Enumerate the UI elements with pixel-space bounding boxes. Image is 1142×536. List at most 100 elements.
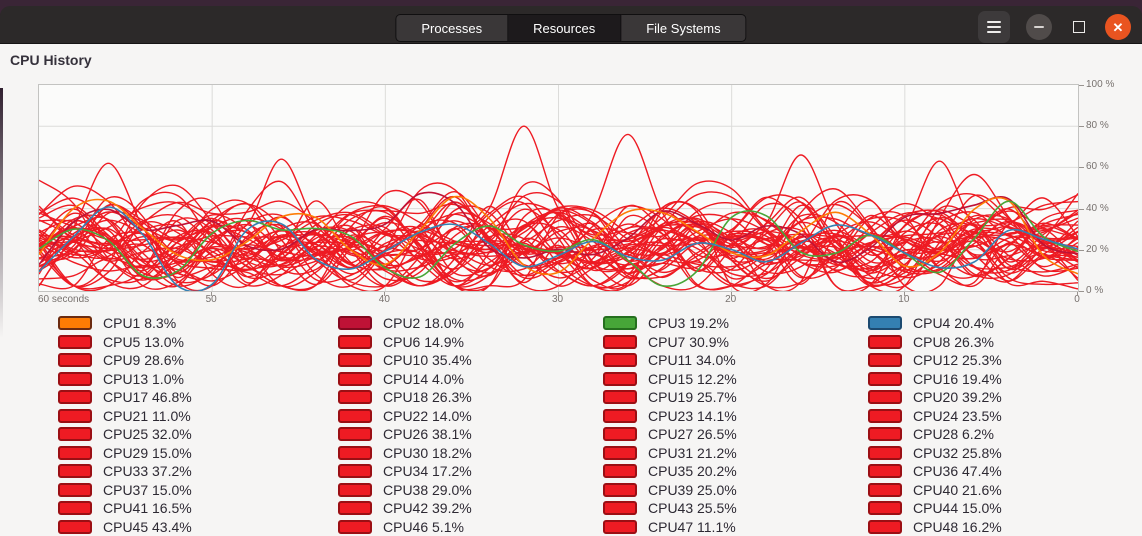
legend-item: CPU19 25.7% [603, 389, 868, 405]
cpu-usage-label: CPU4 20.4% [913, 315, 994, 332]
y-axis-tick [1079, 167, 1084, 169]
close-button[interactable]: ✕ [1105, 14, 1131, 40]
legend-item: CPU29 15.0% [58, 445, 338, 461]
legend-item: CPU47 11.1% [603, 519, 868, 535]
cpu-color-swatch [868, 427, 902, 442]
legend-item: CPU18 26.3% [338, 389, 603, 405]
minimize-icon [1034, 26, 1044, 28]
legend-item: CPU7 30.9% [603, 334, 868, 350]
cpu-usage-label: CPU44 15.0% [913, 500, 1002, 517]
cpu-line-cpu31 [39, 203, 1078, 287]
cpu-usage-label: CPU42 39.2% [383, 500, 472, 517]
x-axis-tick [384, 292, 386, 296]
cpu-color-swatch [603, 445, 637, 460]
x-axis-tick-label: 50 [205, 294, 217, 305]
legend-item: CPU2 18.0% [338, 315, 603, 331]
legend-item: CPU25 32.0% [58, 426, 338, 442]
legend-item: CPU3 19.2% [603, 315, 868, 331]
cpu-line-cpu43 [39, 229, 1078, 291]
y-axis-tick-label: 20 % [1086, 243, 1109, 255]
cpu-usage-label: CPU3 19.2% [648, 315, 729, 332]
y-axis-tick-label: 40 % [1086, 202, 1109, 214]
close-icon: ✕ [1112, 19, 1124, 35]
y-axis-tick [1079, 291, 1084, 292]
maximize-icon [1073, 21, 1085, 33]
cpu-color-swatch [603, 482, 637, 497]
cpu-usage-label: CPU37 15.0% [103, 481, 192, 498]
hamburger-icon [987, 21, 1001, 23]
legend-item: CPU20 39.2% [868, 389, 1108, 405]
legend-item: CPU40 21.6% [868, 482, 1108, 498]
cpu-color-swatch [603, 408, 637, 423]
legend-item: CPU45 43.4% [58, 519, 338, 535]
legend-item: CPU17 46.8% [58, 389, 338, 405]
minimize-button[interactable] [1026, 14, 1052, 40]
window-edge-shadow [0, 88, 3, 338]
cpu-color-swatch [868, 408, 902, 423]
cpu-color-swatch [58, 482, 92, 497]
cpu-color-swatch [338, 408, 372, 423]
legend-item: CPU37 15.0% [58, 482, 338, 498]
legend-item: CPU30 18.2% [338, 445, 603, 461]
cpu-history-title: CPU History [10, 52, 92, 68]
cpu-usage-label: CPU31 21.2% [648, 444, 737, 461]
cpu-usage-label: CPU40 21.6% [913, 481, 1002, 498]
cpu-usage-label: CPU17 46.8% [103, 389, 192, 406]
cpu-usage-label: CPU30 18.2% [383, 444, 472, 461]
cpu-color-swatch [58, 353, 92, 368]
tab-processes[interactable]: Processes [395, 14, 509, 42]
cpu-usage-label: CPU18 26.3% [383, 389, 472, 406]
cpu-usage-label: CPU10 35.4% [383, 352, 472, 369]
cpu-usage-label: CPU33 37.2% [103, 463, 192, 480]
view-switcher: Processes Resources File Systems [395, 14, 747, 42]
cpu-usage-label: CPU5 13.0% [103, 333, 184, 350]
cpu-color-swatch [338, 482, 372, 497]
tab-resources[interactable]: Resources [508, 14, 622, 42]
legend-item: CPU39 25.0% [603, 482, 868, 498]
cpu-color-swatch [603, 390, 637, 405]
legend-item: CPU27 26.5% [603, 426, 868, 442]
cpu-usage-label: CPU35 20.2% [648, 463, 737, 480]
y-axis-tick [1079, 126, 1084, 128]
cpu-usage-label: CPU29 15.0% [103, 444, 192, 461]
x-axis-tick [557, 292, 559, 296]
legend-item: CPU35 20.2% [603, 463, 868, 479]
cpu-usage-label: CPU22 14.0% [383, 407, 472, 424]
legend-item: CPU13 1.0% [58, 371, 338, 387]
cpu-color-swatch [868, 482, 902, 497]
legend-item: CPU12 25.3% [868, 352, 1108, 368]
y-axis-tick [1079, 85, 1084, 86]
cpu-color-swatch [58, 316, 92, 331]
cpu-color-swatch [338, 464, 372, 479]
legend-item: CPU11 34.0% [603, 352, 868, 368]
cpu-usage-label: CPU13 1.0% [103, 370, 184, 387]
legend-item: CPU28 6.2% [868, 426, 1108, 442]
cpu-color-swatch [338, 371, 372, 386]
x-axis-tick-label: 0 [1074, 294, 1080, 305]
cpu-usage-label: CPU21 11.0% [103, 407, 191, 424]
cpu-color-swatch [58, 390, 92, 405]
legend-item: CPU10 35.4% [338, 352, 603, 368]
cpu-legend: CPU1 8.3% CPU2 18.0% CPU3 19.2% CPU4 20.4% C… [58, 314, 1108, 536]
cpu-usage-label: CPU48 16.2% [913, 518, 1002, 535]
legend-item: CPU15 12.2% [603, 371, 868, 387]
cpu-color-swatch [603, 501, 637, 516]
cpu-color-swatch [603, 371, 637, 386]
titlebar: Processes Resources File Systems ✕ [0, 6, 1142, 44]
cpu-usage-label: CPU47 11.1% [648, 518, 736, 535]
cpu-color-swatch [603, 334, 637, 349]
cpu-usage-label: CPU6 14.9% [383, 333, 464, 350]
cpu-color-swatch [868, 464, 902, 479]
y-axis-tick [1079, 208, 1084, 210]
legend-item: CPU9 28.6% [58, 352, 338, 368]
legend-item: CPU21 11.0% [58, 408, 338, 424]
cpu-color-swatch [338, 445, 372, 460]
legend-item: CPU46 5.1% [338, 519, 603, 535]
menu-button[interactable] [978, 11, 1010, 43]
cpu-history-lines [39, 85, 1078, 291]
tab-file-systems[interactable]: File Systems [621, 14, 747, 42]
maximize-button[interactable] [1066, 14, 1092, 40]
x-axis-tick [211, 292, 213, 296]
legend-item: CPU42 39.2% [338, 500, 603, 516]
cpu-usage-label: CPU43 25.5% [648, 500, 737, 517]
